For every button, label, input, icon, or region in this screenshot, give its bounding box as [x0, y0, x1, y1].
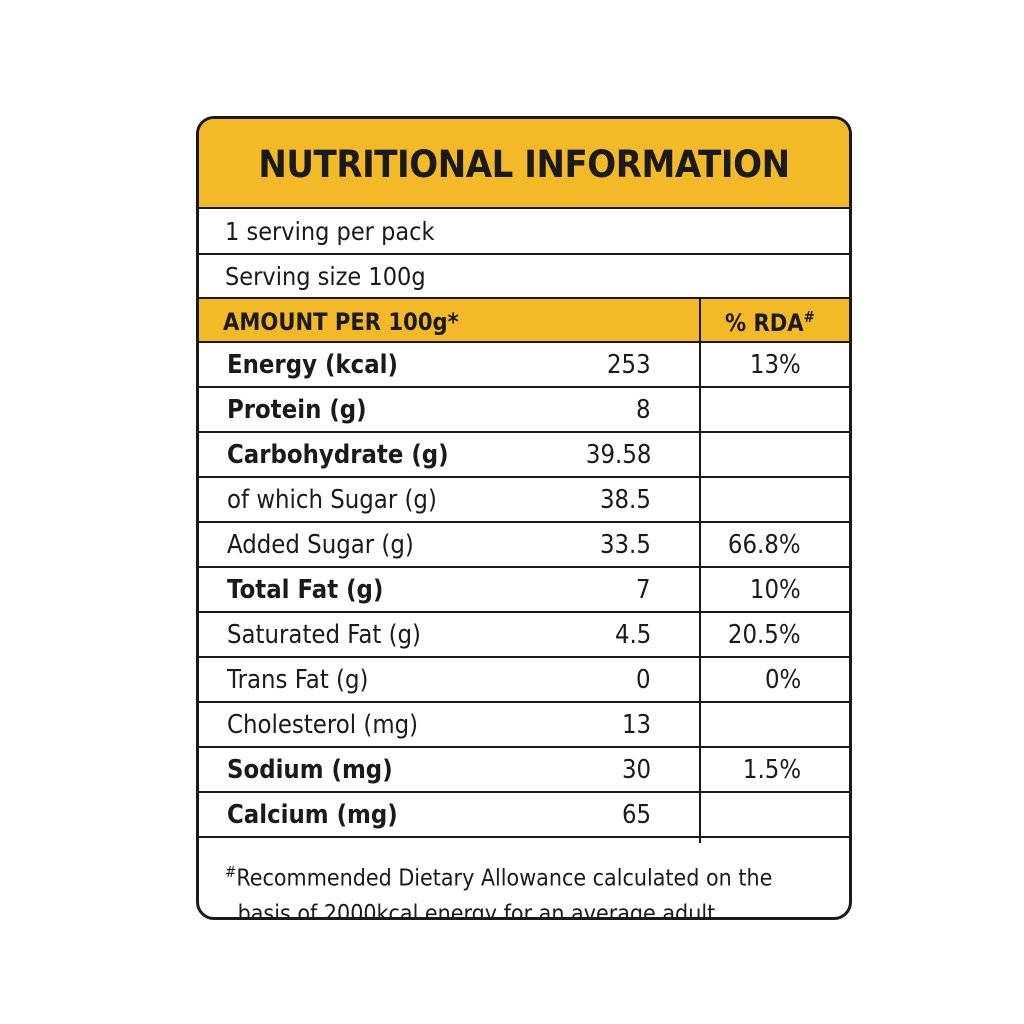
column-divider	[699, 299, 701, 843]
nutrient-row: Cholesterol (mg) 13	[199, 703, 849, 748]
nutrient-row: Protein (g) 8	[199, 388, 849, 433]
nutrient-amount: 39.58	[585, 440, 651, 470]
nutrient-name: Calcium (mg)	[227, 800, 398, 830]
nutrient-amount: 253	[607, 350, 651, 380]
nutrient-rda: 66.8%	[728, 530, 801, 560]
nutrition-label: NUTRITIONAL INFORMATION 1 serving per pa…	[196, 116, 852, 920]
nutrient-row: Sodium (mg) 30 1.5%	[199, 748, 849, 793]
footnote-text-1: Recommended Dietary Allowance calculated…	[236, 865, 773, 892]
nutrient-name: Trans Fat (g)	[227, 665, 369, 695]
servings-row: 1 serving per pack	[199, 209, 849, 255]
nutrient-rda: 13%	[750, 350, 801, 380]
nutrient-amount: 65	[621, 800, 651, 830]
amount-per-header: AMOUNT PER 100g*	[223, 308, 459, 336]
nutrient-rda: 0%	[764, 665, 801, 695]
nutrient-name: Total Fat (g)	[227, 575, 384, 605]
nutrient-rda: 1.5%	[742, 755, 801, 785]
nutrient-row: Saturated Fat (g) 4.5 20.5%	[199, 613, 849, 658]
nutrient-row: Trans Fat (g) 0 0%	[199, 658, 849, 703]
nutrient-row: Carbohydrate (g) 39.58	[199, 433, 849, 478]
nutrient-row: Total Fat (g) 7 10%	[199, 568, 849, 613]
nutrient-name: Energy (kcal)	[227, 350, 398, 380]
nutrient-row: Added Sugar (g) 33.5 66.8%	[199, 523, 849, 568]
serving-size-row: Serving size 100g	[199, 255, 849, 299]
nutrient-name: Sodium (mg)	[227, 755, 393, 785]
rda-header-mark: #	[803, 308, 815, 326]
column-header-row: AMOUNT PER 100g* % RDA#	[199, 299, 849, 343]
nutrient-amount: 38.5	[600, 485, 651, 515]
footnote-line-1: #Recommended Dietary Allowance calculate…	[225, 855, 783, 897]
nutrient-amount: 30	[621, 755, 651, 785]
rda-header-label: % RDA	[725, 309, 804, 337]
nutrient-name: Carbohydrate (g)	[227, 440, 449, 470]
nutrient-row: Calcium (mg) 65	[199, 793, 849, 838]
nutrient-name: of which Sugar (g)	[227, 485, 437, 515]
nutrient-amount: 7	[636, 575, 651, 605]
nutrient-name: Saturated Fat (g)	[227, 620, 421, 650]
nutrient-amount: 4.5	[614, 620, 651, 650]
nutrient-name: Cholesterol (mg)	[227, 710, 419, 740]
nutrient-row: Energy (kcal) 253 13%	[199, 343, 849, 388]
footnote-line-2: basis of 2000kcal energy for an average …	[237, 900, 722, 920]
nutrient-amount: 33.5	[600, 530, 651, 560]
footnote-mark: #	[225, 863, 237, 881]
rda-header: % RDA#	[725, 308, 815, 337]
nutrient-name: Added Sugar (g)	[227, 530, 414, 560]
nutrient-rda: 10%	[750, 575, 801, 605]
nutrient-amount: 13	[621, 710, 651, 740]
nutrient-amount: 0	[636, 665, 651, 695]
servings-per-pack: 1 serving per pack	[225, 217, 435, 246]
nutrient-row: of which Sugar (g) 38.5	[199, 478, 849, 523]
title-bar: NUTRITIONAL INFORMATION	[199, 119, 849, 209]
footnote: #Recommended Dietary Allowance calculate…	[225, 855, 783, 920]
nutrient-name: Protein (g)	[227, 395, 367, 425]
serving-size: Serving size 100g	[225, 262, 426, 291]
label-title: NUTRITIONAL INFORMATION	[258, 143, 790, 186]
nutrient-rda: 20.5%	[728, 620, 801, 650]
nutrient-amount: 8	[636, 395, 651, 425]
